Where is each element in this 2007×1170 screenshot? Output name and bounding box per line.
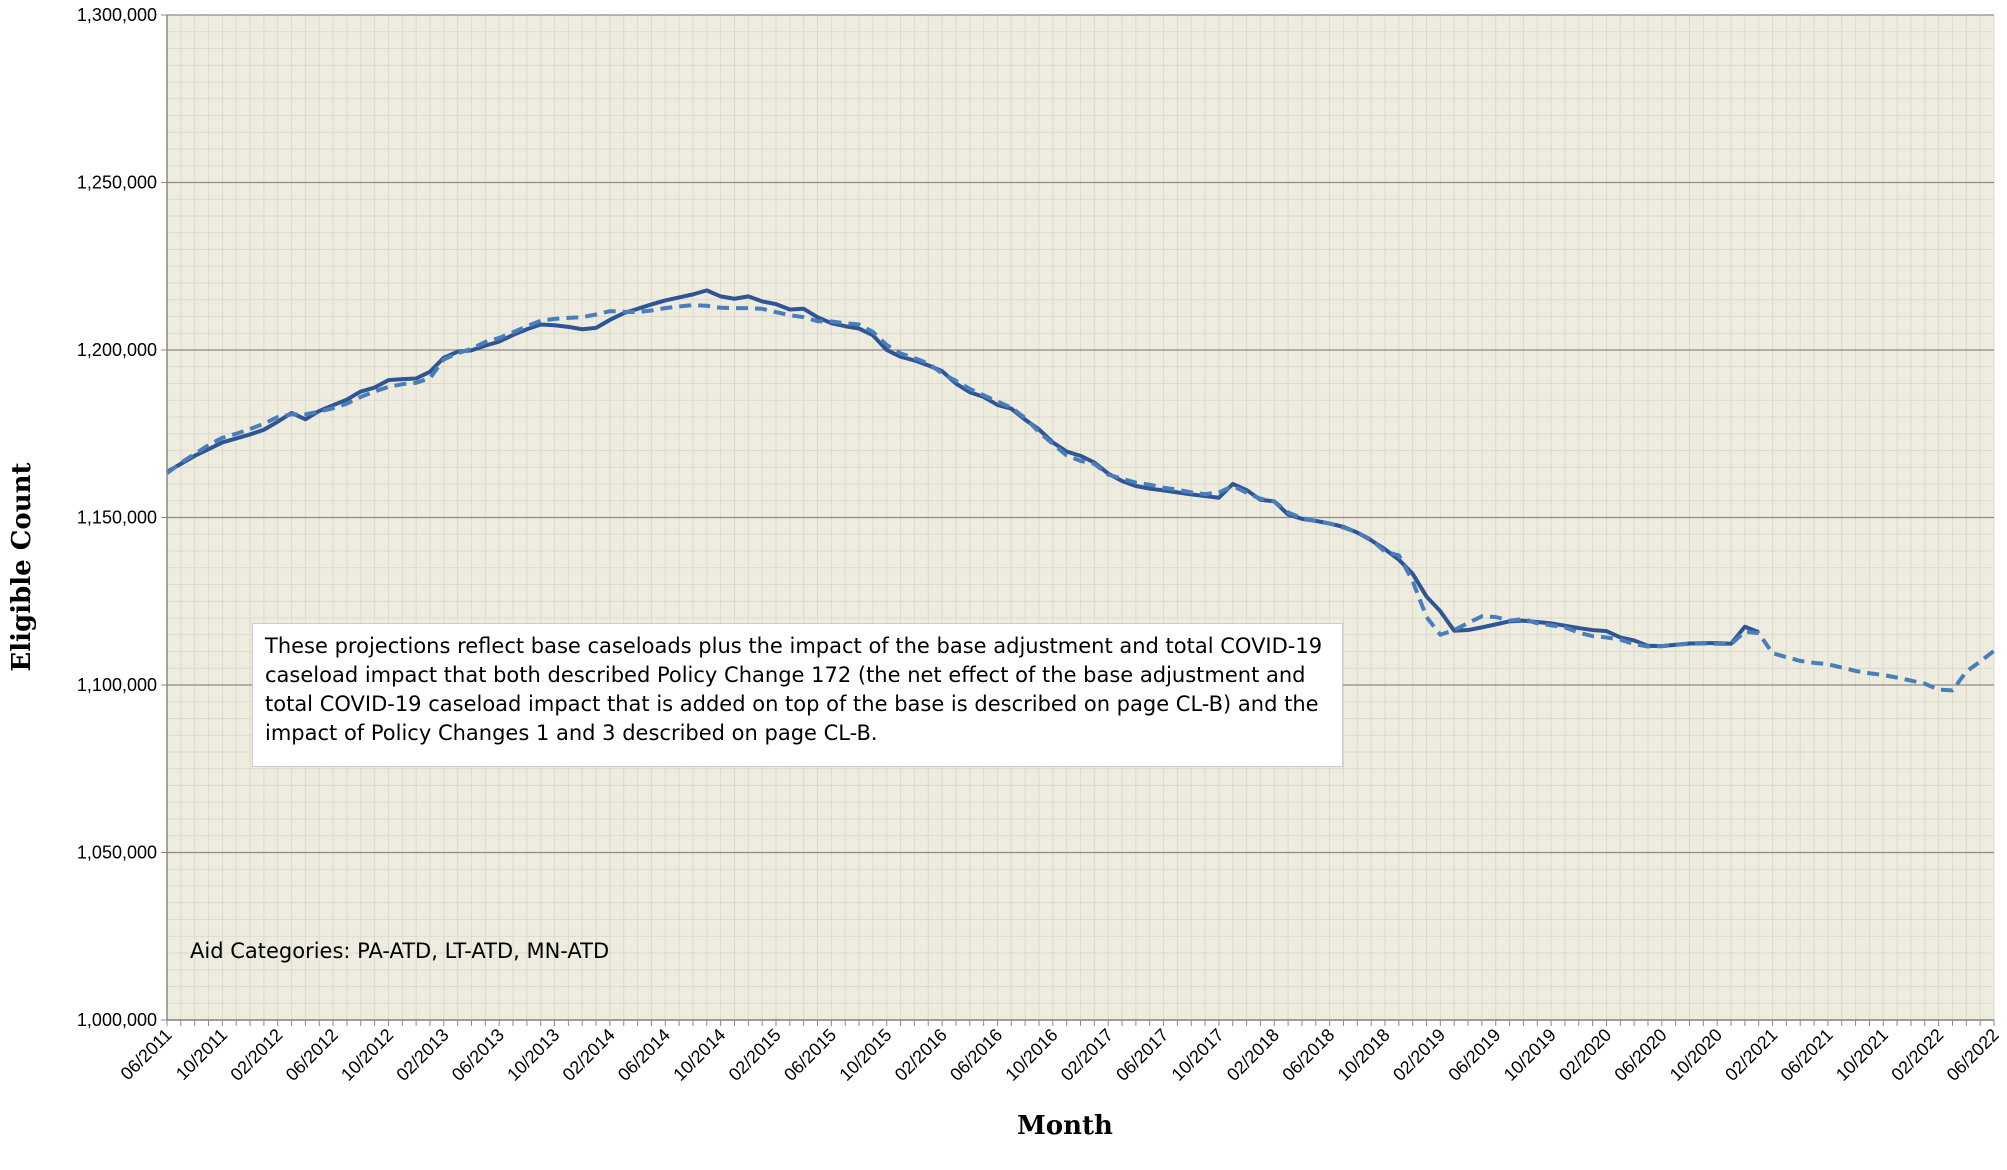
x-tick-label: 02/2012	[226, 1025, 286, 1085]
x-tick-label: 10/2011	[172, 1025, 231, 1084]
x-tick-label: 06/2013	[448, 1025, 508, 1085]
y-tick-label: 1,150,000	[77, 508, 157, 528]
x-tick-label: 10/2015	[835, 1025, 895, 1085]
x-tick-label: 02/2021	[1721, 1025, 1781, 1085]
x-tick-label: 06/2014	[614, 1025, 674, 1085]
x-tick-label: 06/2016	[946, 1025, 1006, 1085]
x-axis-title: Month	[1017, 1111, 1113, 1141]
x-tick-label: 10/2017	[1168, 1025, 1228, 1085]
series-line	[165, 288, 1760, 649]
x-tick-label: 02/2020	[1555, 1025, 1615, 1085]
y-tick-label: 1,050,000	[77, 843, 157, 863]
x-tick-label: 10/2020	[1666, 1025, 1726, 1085]
x-tick-label: 06/2015	[780, 1025, 840, 1085]
lines	[165, 288, 1996, 693]
x-tick-label: 02/2015	[725, 1025, 785, 1085]
x-tick-label: 06/2011	[117, 1025, 176, 1084]
x-tick-label: 02/2017	[1057, 1025, 1117, 1085]
x-tick-label: 06/2012	[282, 1025, 342, 1085]
x-tick-label: 02/2019	[1389, 1025, 1449, 1085]
series-line	[165, 303, 1996, 693]
x-tick-label: 02/2016	[891, 1025, 951, 1085]
x-tick-label: 10/2016	[1001, 1025, 1061, 1085]
x-tick-label: 06/2020	[1610, 1025, 1670, 1085]
x-tick-label: 06/2018	[1278, 1025, 1338, 1085]
x-tick-label: 06/2022	[1943, 1025, 2003, 1085]
x-tick-label: 02/2013	[392, 1025, 452, 1085]
x-tick-label: 02/2022	[1887, 1025, 1947, 1085]
x-tick-label: 06/2019	[1444, 1025, 1504, 1085]
x-tick-label: 10/2019	[1500, 1025, 1560, 1085]
x-tick-label: 02/2018	[1223, 1025, 1283, 1085]
x-tick-label: 06/2017	[1112, 1025, 1172, 1085]
y-tick-label: 1,200,000	[77, 340, 157, 360]
y-tick-label: 1,250,000	[77, 173, 157, 193]
annotation: Aid Categories: PA-ATD, LT-ATD, MN-ATD	[190, 939, 610, 963]
grid	[166, 14, 1995, 1021]
x-tick-label: 10/2013	[503, 1025, 563, 1085]
y-axis-title: Eligible Count	[7, 462, 37, 671]
x-tick-label: 02/2014	[559, 1025, 619, 1085]
annotation-box: These projections reflect base caseloads…	[252, 623, 1343, 767]
x-tick-label: 10/2018	[1334, 1025, 1394, 1085]
y-tick-label: 1,300,000	[77, 5, 157, 25]
y-tick-label: 1,000,000	[77, 1010, 157, 1030]
y-tick-label: 1,100,000	[77, 675, 157, 695]
x-tick-label: 10/2012	[337, 1025, 397, 1085]
x-tick-label: 06/2021	[1777, 1025, 1837, 1085]
x-tick-label: 10/2021	[1832, 1025, 1892, 1085]
x-tick-label: 10/2014	[669, 1025, 729, 1085]
